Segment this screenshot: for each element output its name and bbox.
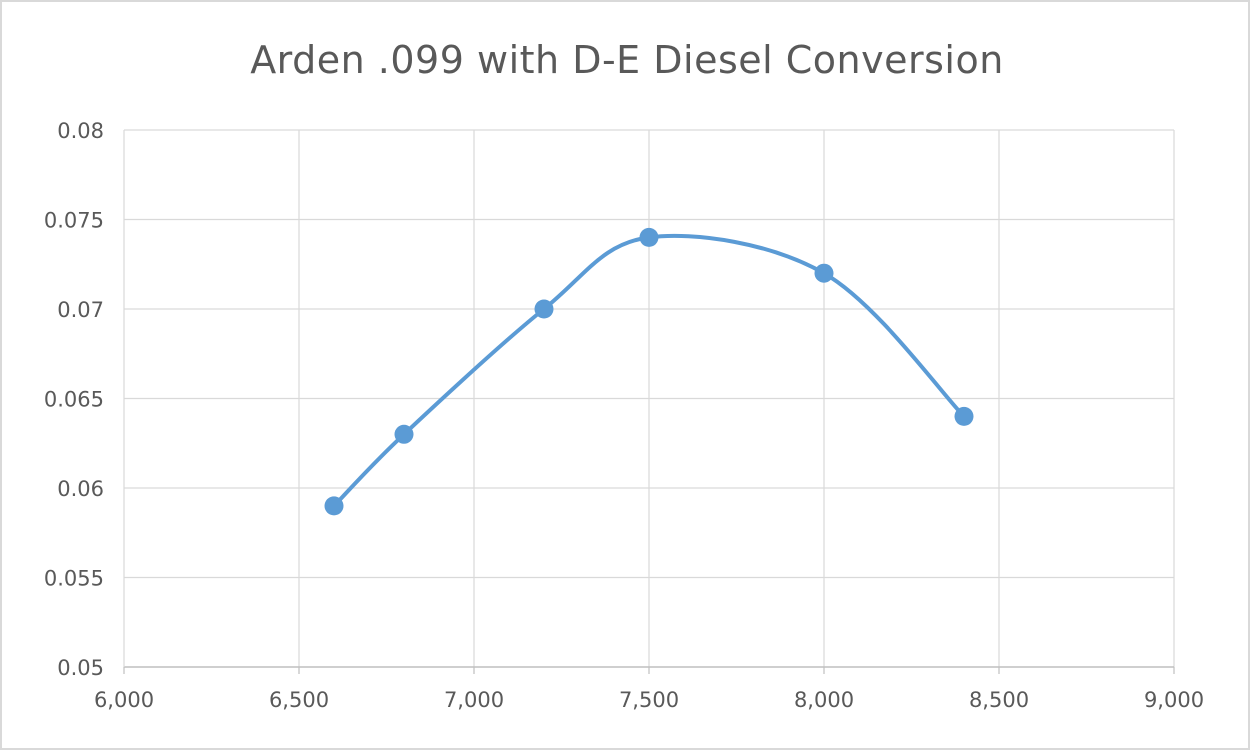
y-tick-label: 0.055 xyxy=(44,567,104,591)
y-tick-label: 0.07 xyxy=(57,298,104,322)
data-point xyxy=(639,227,659,247)
y-tick-label: 0.08 xyxy=(57,119,104,143)
tick-labels: 6,000 6,500 7,000 7,500 8,000 8,500 9,000 0.05 0… xyxy=(44,119,1204,712)
data-point xyxy=(534,299,554,319)
x-tick-label: 8,500 xyxy=(969,688,1029,712)
x-tick-label: 7,500 xyxy=(619,688,679,712)
y-tick-label: 0.06 xyxy=(57,477,104,501)
data-point xyxy=(324,496,344,516)
y-tick-label: 0.065 xyxy=(44,388,104,412)
x-tick-label: 8,000 xyxy=(794,688,854,712)
x-tick-label: 9,000 xyxy=(1144,688,1204,712)
axes xyxy=(123,130,1175,674)
y-tick-label: 0.075 xyxy=(44,209,104,233)
x-tick-label: 6,000 xyxy=(94,688,154,712)
data-point xyxy=(814,263,834,283)
x-tick-label: 6,500 xyxy=(269,688,329,712)
chart-title: Arden .099 with D-E Diesel Conversion xyxy=(250,38,1004,82)
y-tick-label: 0.05 xyxy=(57,656,104,680)
data-series xyxy=(324,227,974,516)
data-point xyxy=(954,406,974,426)
data-point xyxy=(394,424,414,444)
x-tick-label: 7,000 xyxy=(444,688,504,712)
gridlines xyxy=(124,129,1175,667)
